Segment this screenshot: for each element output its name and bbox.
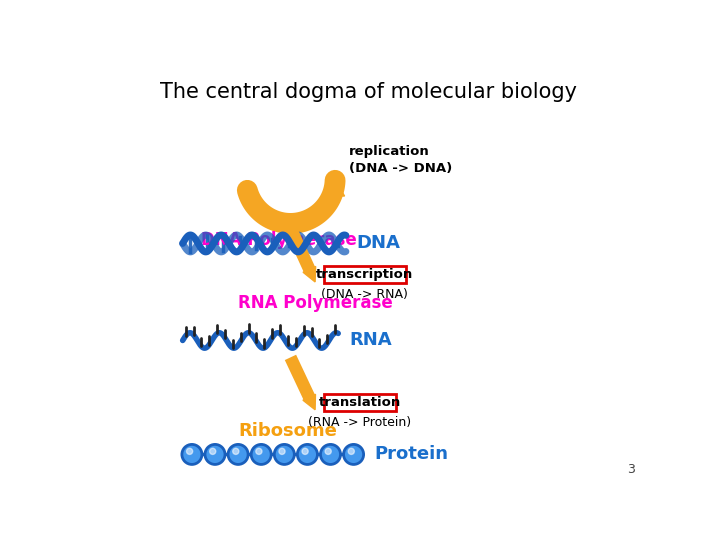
Circle shape — [274, 444, 294, 464]
Text: DNA: DNA — [356, 234, 400, 252]
Circle shape — [320, 444, 341, 464]
Circle shape — [205, 444, 225, 464]
Circle shape — [348, 448, 354, 455]
Text: RNA: RNA — [349, 332, 392, 349]
Text: transcription: transcription — [316, 268, 413, 281]
Text: replication
(DNA -> DNA): replication (DNA -> DNA) — [349, 145, 452, 174]
Circle shape — [256, 448, 262, 455]
Circle shape — [343, 444, 364, 464]
Circle shape — [182, 444, 202, 464]
Circle shape — [297, 444, 318, 464]
Text: Protein: Protein — [374, 446, 449, 463]
Polygon shape — [325, 180, 345, 196]
Circle shape — [228, 444, 248, 464]
Text: RNA Polymerase: RNA Polymerase — [238, 294, 393, 313]
Circle shape — [302, 448, 308, 455]
Circle shape — [210, 448, 216, 455]
Circle shape — [251, 444, 271, 464]
Circle shape — [233, 448, 239, 455]
FancyBboxPatch shape — [323, 266, 406, 283]
Circle shape — [279, 448, 285, 455]
Text: The central dogma of molecular biology: The central dogma of molecular biology — [161, 82, 577, 102]
Text: Ribosome: Ribosome — [238, 422, 337, 440]
Text: (DNA -> RNA): (DNA -> RNA) — [321, 288, 408, 301]
Text: (RNA -> Protein): (RNA -> Protein) — [308, 416, 411, 429]
FancyBboxPatch shape — [323, 394, 396, 410]
Polygon shape — [303, 266, 315, 282]
Text: DNA Polymerase: DNA Polymerase — [201, 231, 357, 249]
Text: 3: 3 — [628, 463, 636, 476]
Polygon shape — [303, 394, 315, 410]
Circle shape — [186, 448, 193, 455]
Circle shape — [325, 448, 331, 455]
Text: translation: translation — [319, 396, 401, 409]
